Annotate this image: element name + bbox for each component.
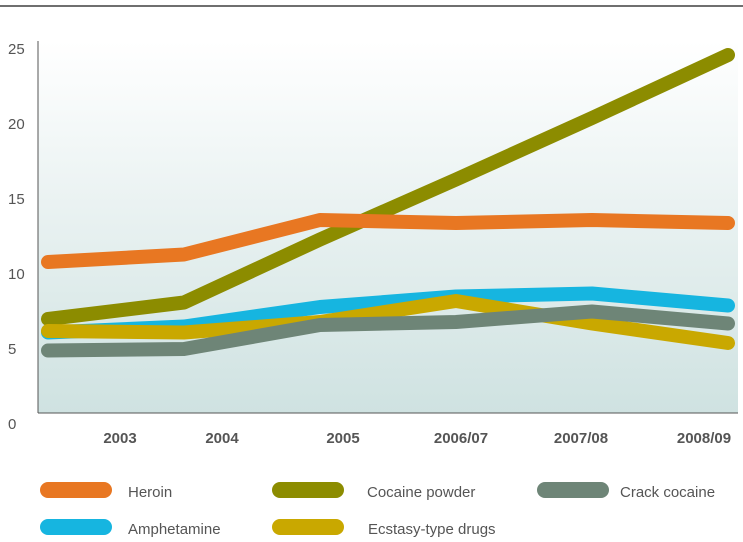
series-lines [41,48,735,358]
x-tick-label: 2006/07 [434,430,488,447]
x-ticks: 2003 2004 2005 2006/07 2007/08 2008/09 [103,430,731,447]
series-line-ecstasy-type-drugs [41,294,735,350]
legend-swatch-amphetamine [40,519,112,535]
y-tick-label: 0 [8,416,16,433]
series-line-cocaine-powder [41,48,735,326]
y-tick-label: 20 [8,116,25,133]
legend-swatch-crack-cocaine [537,482,609,498]
y-tick-label: 10 [8,266,25,283]
legend-swatch-heroin [40,482,112,498]
legend-label-amphetamine: Amphetamine [128,521,221,538]
x-tick-label: 2004 [205,430,239,447]
y-tick-label: 25 [8,41,25,58]
x-tick-label: 2003 [103,430,136,447]
legend-swatch-ecstasy-type-drugs [272,519,344,535]
series-line-heroin [41,213,735,269]
legend-label-ecstasy-type-drugs: Ecstasy-type drugs [368,521,496,538]
legend-label-crack-cocaine: Crack cocaine [620,484,715,501]
legend-swatch-cocaine-powder [272,482,344,498]
y-ticks: 0 5 10 15 20 25 [8,41,25,433]
x-tick-label: 2005 [326,430,359,447]
legend-label-heroin: Heroin [128,484,172,501]
legend: Heroin Cocaine powder Crack cocaine Ampheta… [40,482,715,538]
legend-label-cocaine-powder: Cocaine powder [367,484,475,501]
x-tick-label: 2007/08 [554,430,608,447]
y-tick-label: 15 [8,191,25,208]
x-tick-label: 2008/09 [677,430,731,447]
series-line-crack-cocaine [41,304,735,358]
y-tick-label: 5 [8,341,16,358]
